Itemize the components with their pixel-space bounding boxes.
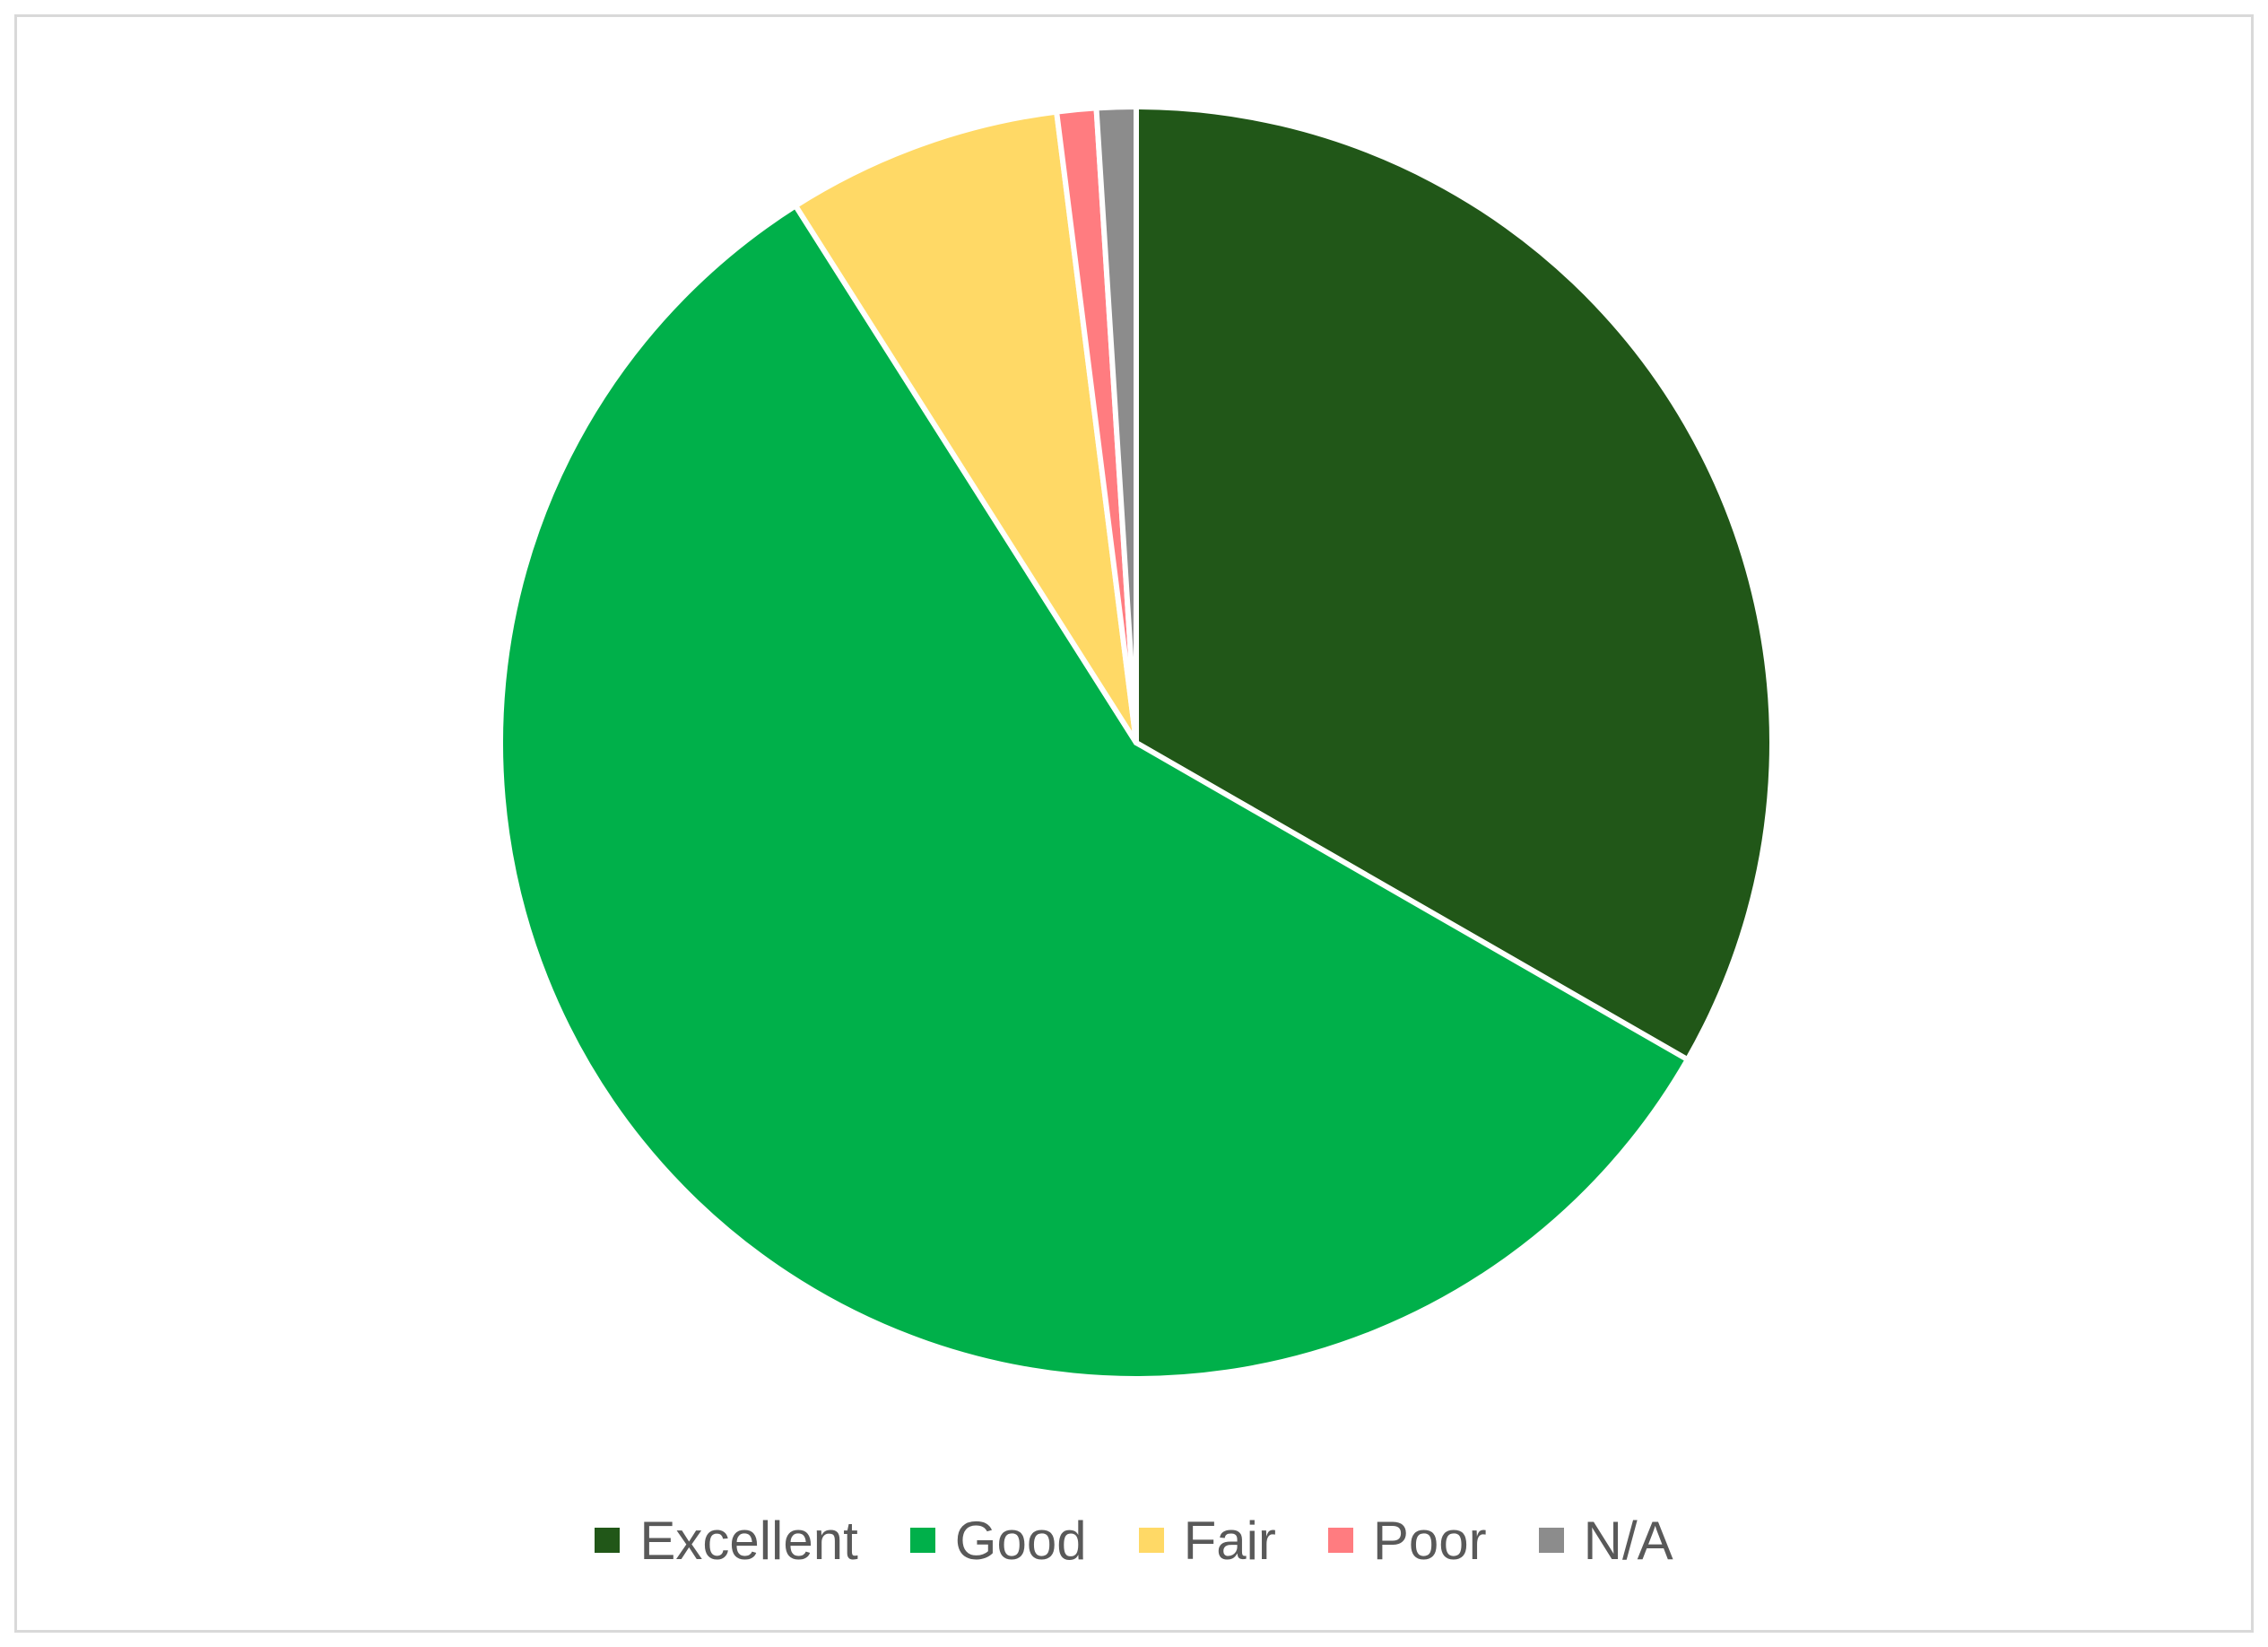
legend-item-fair: Fair — [1138, 1510, 1276, 1572]
pie-chart — [498, 104, 1775, 1381]
chart-area: Excellent Good Fair Poor N/A — [14, 14, 2254, 1633]
legend-item-poor: Poor — [1327, 1510, 1487, 1572]
legend-item-good: Good — [909, 1510, 1087, 1572]
legend-label: Excellent — [639, 1510, 858, 1571]
legend-label: Poor — [1372, 1510, 1487, 1571]
legend-swatch — [1327, 1528, 1353, 1553]
legend-swatch — [1538, 1528, 1564, 1553]
pie-slice-good — [498, 203, 1690, 1381]
legend-label: Good — [954, 1510, 1087, 1571]
legend-swatch — [1138, 1528, 1164, 1553]
legend-label: N/A — [1583, 1510, 1673, 1571]
legend-label: Fair — [1183, 1510, 1276, 1571]
legend-item-excellent: Excellent — [595, 1510, 858, 1572]
legend-item-n-a: N/A — [1538, 1510, 1673, 1572]
pie-slice-fair — [793, 109, 1139, 745]
pie-slice-excellent — [1134, 104, 1775, 1063]
legend-swatch — [909, 1528, 935, 1553]
legend-swatch — [595, 1528, 621, 1553]
legend: Excellent Good Fair Poor N/A — [17, 1500, 2251, 1581]
pie-slice-n-a — [1093, 104, 1139, 745]
